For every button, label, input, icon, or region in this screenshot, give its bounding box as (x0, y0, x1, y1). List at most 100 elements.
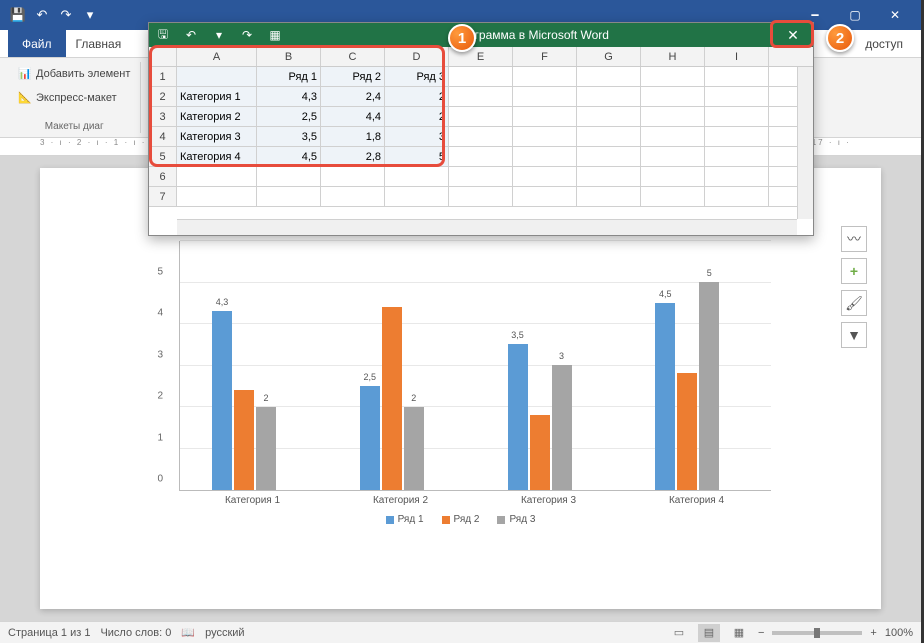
status-words[interactable]: Число слов: 0 (100, 627, 171, 639)
cell[interactable] (513, 127, 577, 146)
cell[interactable]: 2,8 (321, 147, 385, 166)
cell[interactable] (513, 187, 577, 206)
legend-item[interactable]: Ряд 2 (442, 514, 480, 525)
cell[interactable]: 2 (385, 107, 449, 126)
cell[interactable] (513, 147, 577, 166)
cell[interactable] (385, 167, 449, 186)
bar[interactable]: 3 (552, 365, 572, 490)
column-header[interactable]: A (177, 47, 257, 66)
cell[interactable] (513, 167, 577, 186)
bar[interactable]: 2 (404, 407, 424, 490)
cell[interactable] (641, 87, 705, 106)
bar[interactable] (382, 307, 402, 490)
bar[interactable] (530, 415, 550, 490)
row-header[interactable]: 6 (149, 167, 177, 186)
express-layout-button[interactable]: 📐 Экспресс-макет (18, 88, 130, 108)
save-icon[interactable]: 💾 (6, 3, 30, 27)
cell[interactable]: Категория 1 (177, 87, 257, 106)
bar[interactable]: 5 (699, 282, 719, 490)
zoom-in-icon[interactable]: + (870, 627, 876, 639)
cell[interactable]: Ряд 2 (321, 67, 385, 86)
cell[interactable] (177, 167, 257, 186)
column-header[interactable]: C (321, 47, 385, 66)
cell[interactable] (385, 187, 449, 206)
cell[interactable] (449, 87, 513, 106)
redo-icon[interactable]: ↷ (54, 3, 78, 27)
row-header[interactable]: 1 (149, 67, 177, 86)
cell[interactable] (641, 147, 705, 166)
cell[interactable] (513, 67, 577, 86)
cell[interactable] (705, 87, 769, 106)
cell[interactable] (705, 67, 769, 86)
cell[interactable] (449, 107, 513, 126)
legend-item[interactable]: Ряд 3 (497, 514, 535, 525)
zoom-out-icon[interactable]: − (758, 627, 764, 639)
cell[interactable] (577, 127, 641, 146)
cell[interactable]: 5 (385, 147, 449, 166)
qat-more-icon[interactable]: ▾ (78, 3, 102, 27)
cell[interactable] (577, 107, 641, 126)
cell[interactable] (449, 147, 513, 166)
column-header[interactable]: H (641, 47, 705, 66)
cell[interactable]: 4,3 (257, 87, 321, 106)
status-lang[interactable]: русский (205, 627, 244, 639)
row-header[interactable]: 5 (149, 147, 177, 166)
column-header[interactable]: G (577, 47, 641, 66)
sheet-close-button[interactable]: ✕ (773, 27, 813, 44)
cell[interactable] (449, 167, 513, 186)
legend-item[interactable]: Ряд 1 (386, 514, 424, 525)
select-all-corner[interactable] (149, 47, 177, 66)
cell[interactable] (257, 167, 321, 186)
cell[interactable]: 2,5 (257, 107, 321, 126)
cell[interactable] (641, 187, 705, 206)
chart-styles-brush-icon[interactable]: 🖌 (841, 290, 867, 316)
undo-icon[interactable]: ↶ (30, 3, 54, 27)
row-header[interactable]: 2 (149, 87, 177, 106)
cell[interactable] (513, 87, 577, 106)
cell[interactable]: 2 (385, 87, 449, 106)
menu-home[interactable]: Главная (66, 30, 132, 57)
bar[interactable]: 2 (256, 407, 276, 490)
cell[interactable] (577, 87, 641, 106)
zoom-level[interactable]: 100% (885, 627, 913, 639)
cell[interactable] (321, 167, 385, 186)
chart[interactable]: Название диаграммы 01234564,322,523,534,… (151, 218, 771, 558)
cell[interactable] (705, 107, 769, 126)
view-print-icon[interactable]: ▤ (698, 624, 720, 642)
row-header[interactable]: 7 (149, 187, 177, 206)
cell[interactable]: 2,4 (321, 87, 385, 106)
column-header[interactable]: D (385, 47, 449, 66)
cell[interactable] (705, 187, 769, 206)
row-header[interactable]: 3 (149, 107, 177, 126)
cell[interactable]: Категория 4 (177, 147, 257, 166)
menu-share[interactable]: доступ (855, 37, 913, 51)
column-header[interactable]: I (705, 47, 769, 66)
cell[interactable]: Ряд 3 (385, 67, 449, 86)
cell[interactable] (577, 167, 641, 186)
close-icon[interactable]: ✕ (875, 0, 915, 30)
column-header[interactable]: B (257, 47, 321, 66)
cell[interactable] (177, 67, 257, 86)
bar[interactable] (234, 390, 254, 490)
chart-filter-icon[interactable]: ▼ (841, 322, 867, 348)
column-header[interactable]: F (513, 47, 577, 66)
view-read-icon[interactable]: ▭ (668, 624, 690, 642)
cell[interactable]: 1,8 (321, 127, 385, 146)
cell[interactable]: Категория 3 (177, 127, 257, 146)
bar[interactable]: 2,5 (360, 386, 380, 490)
cell[interactable] (641, 107, 705, 126)
status-page[interactable]: Страница 1 из 1 (8, 627, 90, 639)
sheet-undo-icon[interactable]: ↶ (177, 28, 205, 42)
cell[interactable]: 4,5 (257, 147, 321, 166)
sheet-excel-icon[interactable]: ▦ (261, 28, 289, 42)
cell[interactable] (449, 187, 513, 206)
chart-layout-icon[interactable]: 〰 (841, 226, 867, 252)
chart-elements-plus-icon[interactable]: + (841, 258, 867, 284)
add-chart-element-button[interactable]: 📊 Добавить элемент (18, 64, 130, 84)
cell[interactable] (705, 167, 769, 186)
cell[interactable] (577, 187, 641, 206)
view-web-icon[interactable]: ▦ (728, 624, 750, 642)
cell[interactable]: Ряд 1 (257, 67, 321, 86)
cell[interactable] (449, 127, 513, 146)
cell[interactable]: Категория 2 (177, 107, 257, 126)
